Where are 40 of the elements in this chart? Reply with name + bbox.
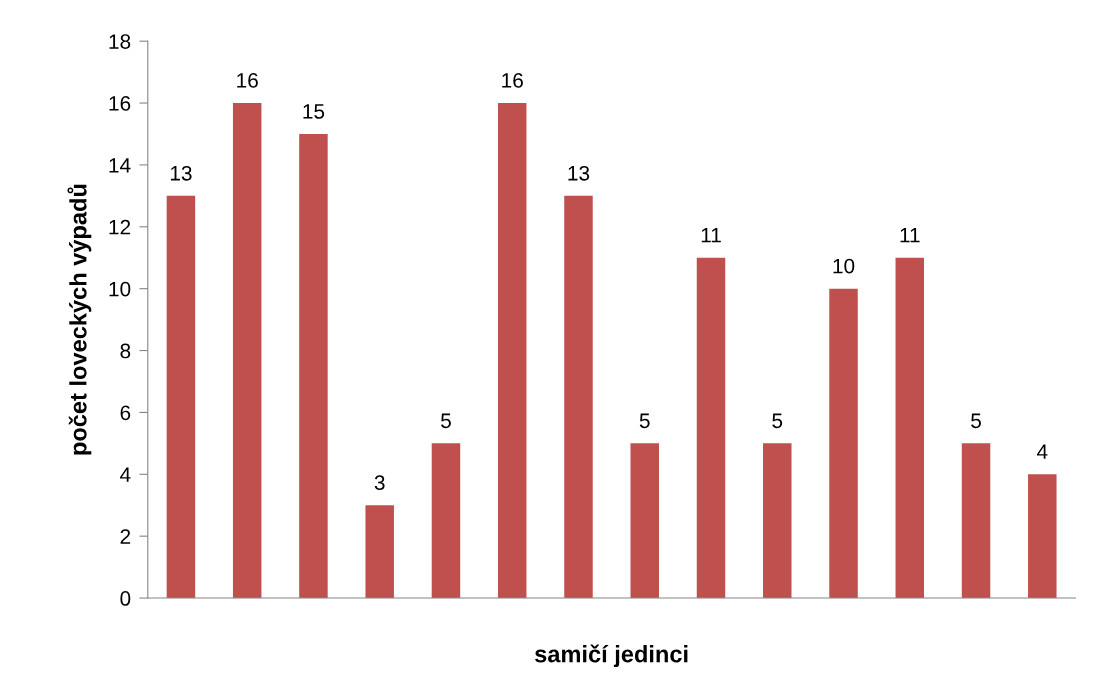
data-label: 16 [237,73,258,88]
bar [763,443,792,599]
y-tick-label: 14 [109,158,131,173]
bar [829,288,858,599]
bar [564,195,593,599]
y-tick-label: 6 [120,405,131,421]
data-label: 5 [772,413,783,429]
bar [431,443,461,599]
y-tick-label: 2 [120,529,131,544]
bar [365,505,394,599]
bar [895,257,925,599]
data-label: 3 [374,475,385,491]
y-tick-label: 16 [109,96,131,111]
data-label: 5 [639,413,650,429]
bar [1028,474,1057,599]
data-label: 10 [833,258,855,274]
data-label: 11 [701,227,721,243]
bar [232,103,262,599]
y-tick-label: 4 [120,467,131,482]
bar [299,133,328,599]
x-axis-title: samičí jedinci [535,644,688,668]
data-label: 11 [900,227,920,243]
data-label: 16 [502,73,523,88]
bar [696,257,726,599]
bar [166,195,196,599]
y-tick-label: 18 [109,34,131,49]
data-label: 5 [441,413,451,429]
bar [961,443,991,599]
data-label: 13 [170,165,192,181]
y-tick-label: 12 [109,219,131,235]
bar [497,103,527,599]
y-tick-label: 8 [120,343,131,359]
y-axis-title: počet loveckých výpadů [67,184,92,455]
data-label: 5 [971,413,981,429]
data-label: 13 [568,165,590,181]
bar [630,443,659,599]
data-label: 4 [1036,444,1048,459]
y-tick-label: 0 [120,591,131,606]
y-tick-label: 10 [109,281,131,297]
data-label: 15 [303,104,325,119]
